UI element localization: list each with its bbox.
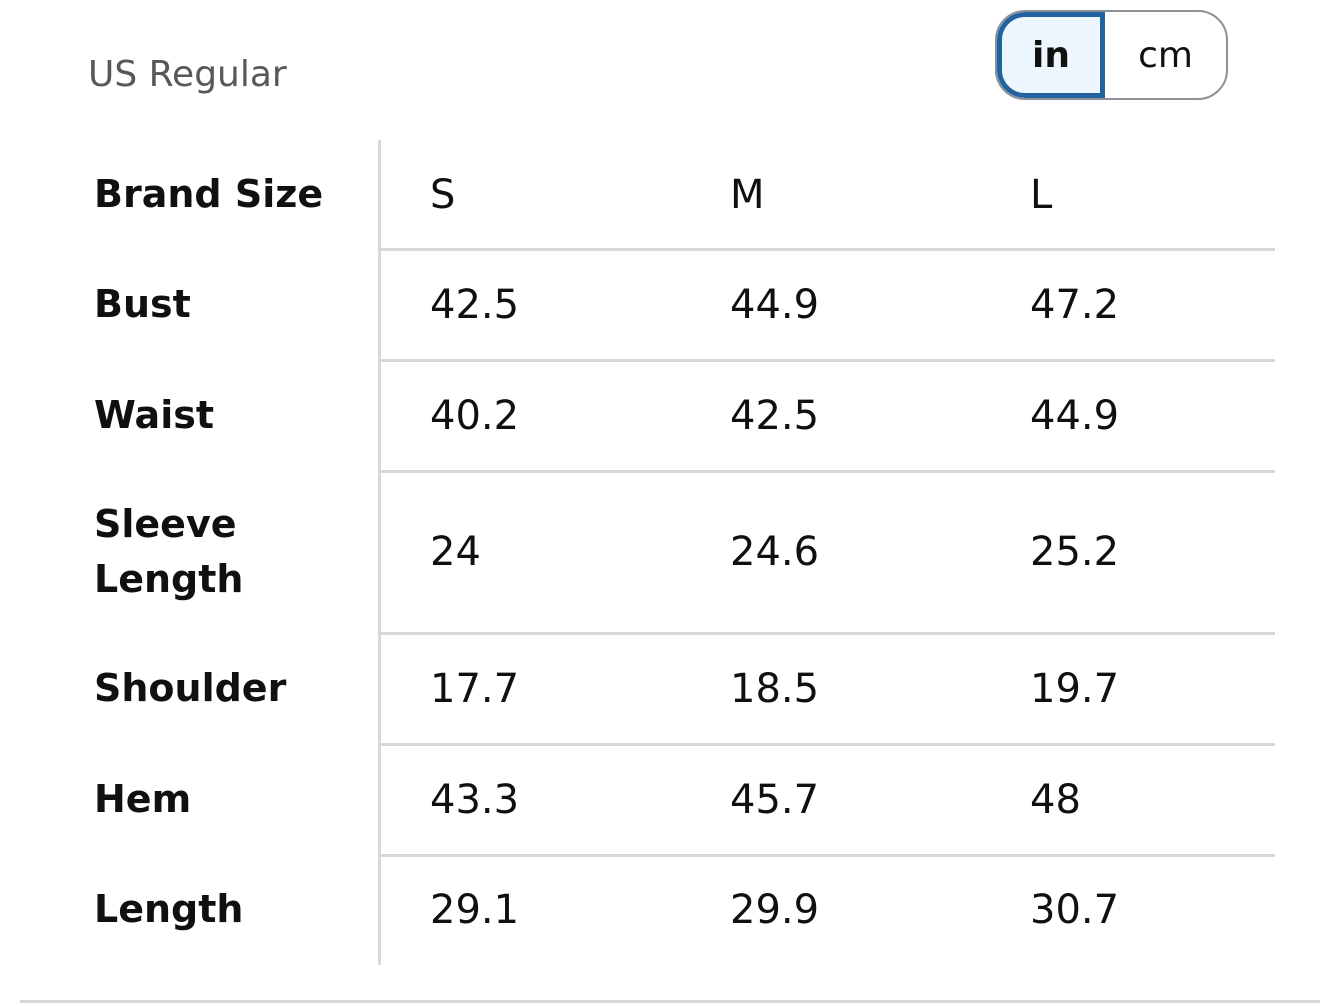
row-divider [380,248,1275,251]
unit-option[interactable]: cm [1138,34,1193,76]
row-label: Shoulder [94,665,287,710]
cell-value: 44.9 [1030,392,1120,439]
row-divider [380,743,1275,746]
unit-label: US Regular [88,54,287,95]
cell-value: 42.5 [430,281,520,328]
row-divider [380,359,1275,362]
row-label: Waist [94,392,215,437]
unit-toggle: in cm [995,10,1228,100]
unit-option-selected[interactable]: in [997,12,1105,98]
cell-value: 42.5 [730,392,820,439]
cell-value: 43.3 [430,776,520,823]
cell-value: 29.1 [430,887,520,933]
cell-value: 47.2 [1030,281,1120,328]
cell-value: 19.7 [1030,665,1120,712]
row-label: Sleeve Length [94,501,244,601]
row-label: Bust [94,281,191,326]
cell-value: 44.9 [730,281,820,328]
row-label: Brand Size [94,171,324,216]
row-divider [380,854,1275,857]
cell-value: 30.7 [1030,887,1120,933]
column-divider [378,140,381,965]
column-header: S [430,171,456,218]
cell-value: 25.2 [1030,529,1120,575]
row-divider [380,470,1275,473]
cell-value: 48 [1030,776,1081,823]
cell-value: 45.7 [730,776,820,823]
column-header: M [730,171,765,218]
cell-value: 18.5 [730,665,820,712]
cell-value: 24.6 [730,529,820,575]
column-header: L [1030,171,1053,218]
row-label: Length [94,887,244,932]
cell-value: 17.7 [430,665,520,712]
cell-value: 24 [430,529,481,575]
row-divider [380,632,1275,635]
cell-value: 29.9 [730,887,820,933]
bottom-divider [20,1000,1320,1003]
cell-value: 40.2 [430,392,520,439]
row-label: Hem [94,776,192,821]
